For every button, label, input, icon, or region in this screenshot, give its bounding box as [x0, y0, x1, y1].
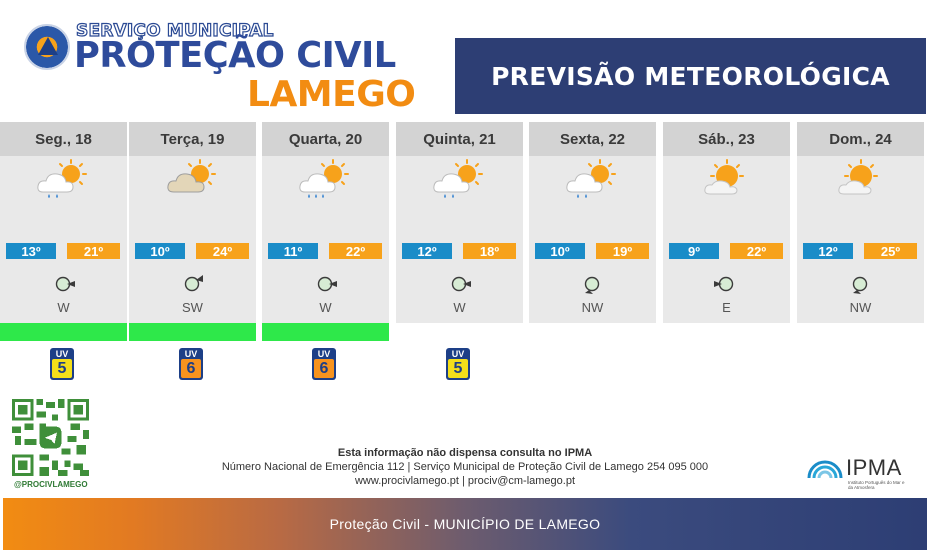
uv-zone: UV 6 — [262, 341, 389, 397]
max-temp: 24º — [196, 243, 249, 259]
risk-strip — [396, 323, 523, 341]
ipma-name: IPMA — [846, 455, 902, 480]
ipma-logo: IPMA Instituto Português do Mar e da Atm… — [806, 452, 916, 492]
day-body: 10º24ºSW5% — [129, 156, 256, 347]
day-body: 13º21ºW50% — [0, 156, 127, 347]
min-temp: 12º — [402, 243, 452, 259]
min-temp: 10º — [135, 243, 185, 259]
uv-label: UV — [55, 349, 69, 359]
contact-links[interactable]: www.procivlamego.pt | prociv@cm-lamego.p… — [354, 475, 576, 487]
uv-zone: UV 5 — [396, 341, 523, 397]
min-temp: 12º — [803, 243, 853, 259]
wind-direction: NW — [581, 300, 604, 315]
civil-protection-emblem-icon — [24, 24, 70, 70]
forecast-day: Sexta, 2210º19ºNW65% — [529, 122, 656, 397]
wind-direction: NW — [849, 300, 872, 315]
risk-strip — [529, 323, 656, 341]
uv-zone — [529, 341, 656, 397]
day-label: Quinta, 21 — [396, 122, 523, 156]
uv-index-badge: UV 5 — [50, 348, 74, 380]
sun-cloud-rain-icon — [564, 158, 622, 198]
max-temp: 25º — [864, 243, 917, 259]
forecast-day: Sáb., 239º22ºE2% — [663, 122, 790, 397]
risk-strip — [797, 323, 924, 341]
day-label: Sexta, 22 — [529, 122, 656, 156]
min-temp: 13º — [6, 243, 56, 259]
max-temp: 22º — [329, 243, 382, 259]
risk-strip — [262, 323, 389, 341]
day-label: Terça, 19 — [129, 122, 256, 156]
org-line: PROTEÇÃO CIVIL — [74, 35, 396, 76]
uv-index-badge: UV 6 — [312, 348, 336, 380]
sun-behind-cloud-icon — [164, 158, 222, 198]
uv-label: UV — [451, 349, 465, 359]
uv-label: UV — [317, 349, 331, 359]
ipma-notice: Esta informação não dispensa consulta no… — [337, 447, 593, 459]
wind-direction-icon — [711, 274, 741, 294]
day-label: Seg., 18 — [0, 122, 127, 156]
wind-direction-icon — [444, 274, 474, 294]
ipma-full-name: Instituto Português do Mar e da Atmosfer… — [848, 480, 905, 490]
max-temp: 18º — [463, 243, 516, 259]
ipma-arc-icon — [807, 460, 843, 479]
wind-direction: W — [319, 300, 332, 315]
sun-cloud-heavy-rain-icon — [297, 158, 355, 198]
wind-direction: E — [722, 300, 731, 315]
day-label: Sáb., 23 — [663, 122, 790, 156]
sun-cloud-rain-icon — [35, 158, 93, 198]
day-body: 12º18ºW100% — [396, 156, 523, 347]
day-body: 9º22ºE2% — [663, 156, 790, 347]
wind-direction: SW — [182, 300, 203, 315]
uv-index-badge: UV 6 — [179, 348, 203, 380]
forecast-day: Terça, 1910º24ºSW5%UV6 — [129, 122, 256, 397]
max-temp: 22º — [730, 243, 783, 259]
day-body: 10º19ºNW65% — [529, 156, 656, 347]
sun-cloud-icon — [832, 158, 890, 198]
uv-zone — [663, 341, 790, 397]
uv-zone — [797, 341, 924, 397]
min-temp: 11º — [268, 243, 318, 259]
wind-direction-icon — [577, 274, 607, 294]
min-temp: 9º — [669, 243, 719, 259]
max-temp: 19º — [596, 243, 649, 259]
uv-index-value: 5 — [448, 359, 468, 378]
uv-index-badge: UV 5 — [446, 348, 470, 380]
day-label: Quarta, 20 — [262, 122, 389, 156]
day-body: 11º22ºW46% — [262, 156, 389, 347]
forecast-day: Quarta, 2011º22ºW46%UV6 — [262, 122, 389, 397]
city-line: LAMEGO — [247, 74, 416, 115]
uv-index-value: 5 — [52, 359, 72, 378]
forecast-day: Quinta, 2112º18ºW100%UV5 — [396, 122, 523, 397]
risk-strip — [129, 323, 256, 341]
risk-strip — [663, 323, 790, 341]
uv-index-value: 6 — [314, 359, 334, 378]
qr-code-icon[interactable] — [12, 399, 89, 476]
social-handle[interactable]: @PROCIVLAMEGO — [14, 480, 88, 489]
forecast-day: Dom., 2412º25ºNW4% — [797, 122, 924, 397]
wind-direction-icon — [177, 274, 207, 294]
wind-direction-icon — [845, 274, 875, 294]
uv-label: UV — [184, 349, 198, 359]
emergency-numbers: Número Nacional de Emergência 112 | Serv… — [221, 461, 709, 473]
uv-index-value: 6 — [181, 359, 201, 378]
uv-zone: UV 5 — [0, 341, 127, 397]
wind-direction-icon — [48, 274, 78, 294]
day-body: 12º25ºNW4% — [797, 156, 924, 347]
risk-strip — [0, 323, 127, 341]
day-label: Dom., 24 — [797, 122, 924, 156]
min-temp: 10º — [535, 243, 585, 259]
wind-direction: W — [453, 300, 466, 315]
uv-zone: UV 6 — [129, 341, 256, 397]
service-line: SERVIÇO MUNICIPAL — [75, 20, 274, 41]
wind-direction-icon — [310, 274, 340, 294]
page-title: PREVISÃO METEOROLÓGICA — [455, 38, 926, 114]
sun-cloud-rain-icon — [431, 158, 489, 198]
wind-direction: W — [57, 300, 70, 315]
sun-cloud-icon — [698, 158, 756, 198]
max-temp: 21º — [67, 243, 120, 259]
footer-bar: Proteção Civil - MUNICÍPIO DE LAMEGO — [3, 498, 927, 550]
forecast-day: Seg., 1813º21ºW50%UV5 — [0, 122, 127, 397]
